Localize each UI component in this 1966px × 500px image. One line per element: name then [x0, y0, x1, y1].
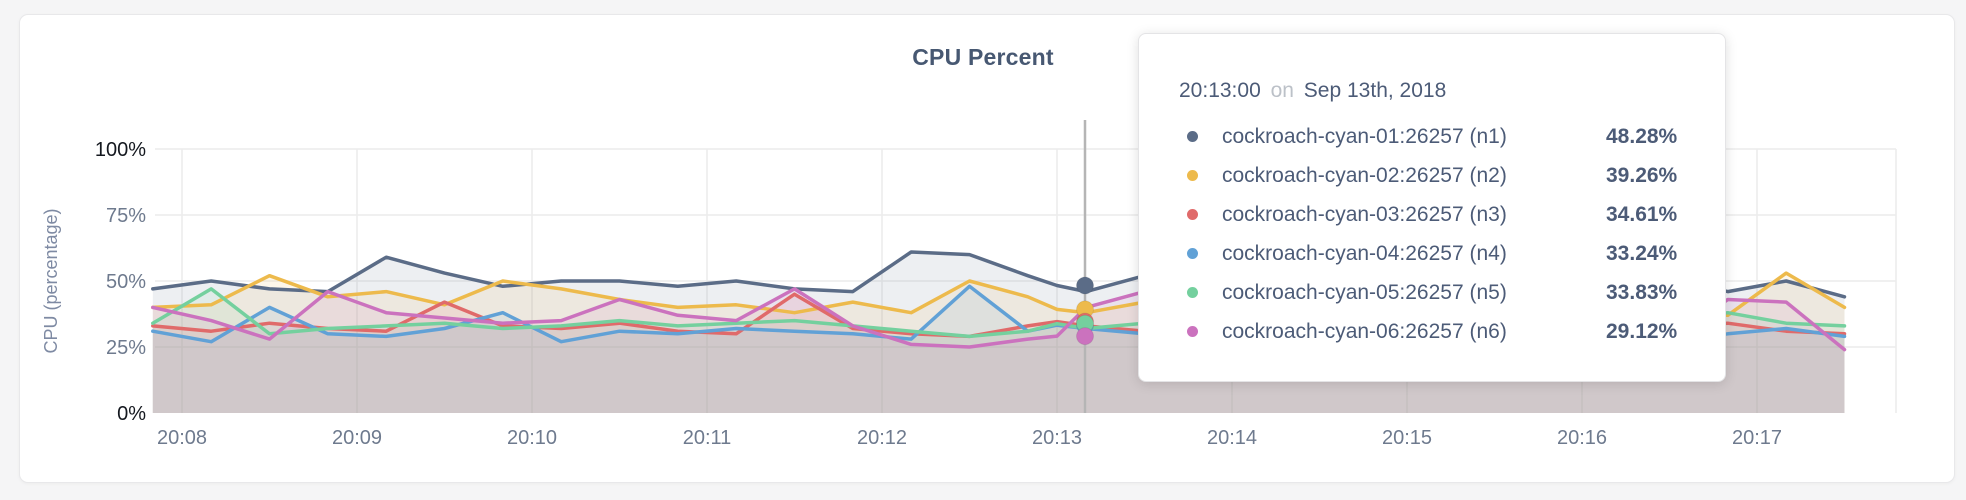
- tooltip-row: cockroach-cyan-01:26257 (n1) 48.28%: [1179, 117, 1695, 156]
- tooltip-legend: cockroach-cyan-01:26257 (n1) 48.28% cockro…: [1179, 117, 1695, 351]
- series-name: cockroach-cyan-02:26257 (n2): [1222, 163, 1507, 187]
- x-axis-tick: 20:13: [1032, 427, 1082, 449]
- series-name: cockroach-cyan-01:26257 (n1): [1222, 124, 1507, 148]
- tooltip-row: cockroach-cyan-04:26257 (n4) 33.24%: [1179, 234, 1695, 273]
- tooltip-row: cockroach-cyan-06:26257 (n6) 29.12%: [1179, 312, 1695, 351]
- series-dot-icon: [1187, 248, 1198, 259]
- series-dot-icon: [1187, 170, 1198, 181]
- y-axis-tick: 100%: [95, 139, 146, 161]
- tooltip-time: 20:13:00: [1179, 79, 1261, 102]
- y-axis-title: CPU (percentage): [41, 208, 61, 353]
- series-value: 34.61%: [1606, 202, 1678, 226]
- hover-point[interactable]: [1076, 327, 1094, 346]
- x-axis-tick: 20:14: [1207, 427, 1257, 449]
- series-name: cockroach-cyan-05:26257 (n5): [1222, 280, 1507, 304]
- series-value: 39.26%: [1606, 163, 1678, 187]
- chart-title: CPU Percent: [912, 44, 1054, 70]
- x-axis-tick: 20:16: [1557, 427, 1607, 449]
- y-axis-tick: 50%: [106, 271, 146, 293]
- series-value: 48.28%: [1606, 124, 1678, 148]
- series-value: 33.83%: [1606, 280, 1678, 304]
- series-name: cockroach-cyan-03:26257 (n3): [1222, 202, 1507, 226]
- series-area: [152, 294, 1845, 413]
- hover-point[interactable]: [1076, 276, 1094, 295]
- x-axis-tick: 20:17: [1732, 427, 1782, 449]
- x-axis-tick: 20:12: [857, 427, 907, 449]
- tooltip-row: cockroach-cyan-03:26257 (n3) 34.61%: [1179, 195, 1695, 234]
- x-axis-tick: 20:10: [507, 427, 557, 449]
- series-name: cockroach-cyan-04:26257 (n4): [1222, 241, 1507, 265]
- series-dot-icon: [1187, 131, 1198, 142]
- tooltip-header: 20:13:00 on Sep 13th, 2018: [1179, 79, 1695, 103]
- x-axis-tick: 20:11: [683, 427, 732, 449]
- tooltip-row: cockroach-cyan-02:26257 (n2) 39.26%: [1179, 156, 1695, 195]
- x-axis-tick: 20:08: [157, 427, 207, 449]
- y-axis-tick: 0%: [117, 403, 146, 425]
- series-dot-icon: [1187, 326, 1198, 337]
- series-dot-icon: [1187, 287, 1198, 298]
- y-axis-tick: 25%: [106, 337, 146, 359]
- series-name: cockroach-cyan-06:26257 (n6): [1222, 319, 1507, 343]
- tooltip-date: Sep 13th, 2018: [1303, 79, 1447, 102]
- series-value: 33.24%: [1606, 241, 1678, 265]
- x-axis-tick: 20:15: [1382, 427, 1432, 449]
- series-value: 29.12%: [1606, 319, 1678, 343]
- chart-tooltip: 20:13:00 on Sep 13th, 2018 cockroach-cya…: [1138, 33, 1726, 382]
- tooltip-on-word: on: [1270, 79, 1294, 102]
- tooltip-row: cockroach-cyan-05:26257 (n5) 33.83%: [1179, 273, 1695, 312]
- x-axis-tick: 20:09: [332, 427, 382, 449]
- y-axis-tick: 75%: [106, 205, 146, 227]
- series-dot-icon: [1187, 209, 1198, 220]
